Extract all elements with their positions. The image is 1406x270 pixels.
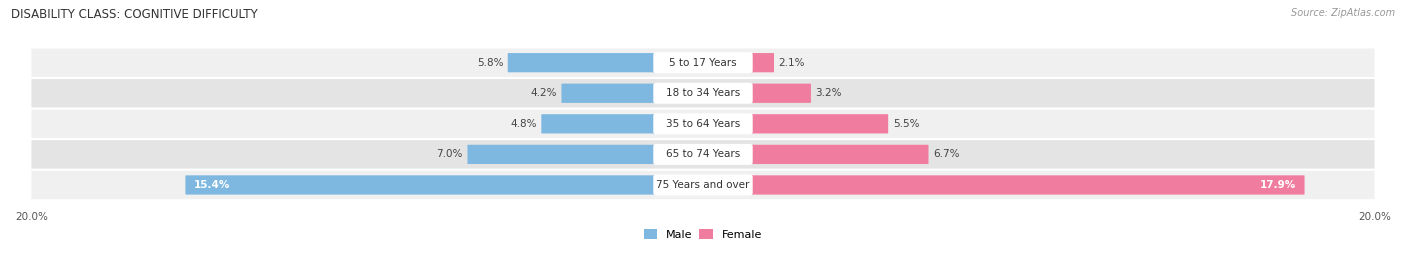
FancyBboxPatch shape bbox=[31, 140, 1375, 168]
Text: 18 to 34 Years: 18 to 34 Years bbox=[666, 88, 740, 98]
Text: 75 Years and over: 75 Years and over bbox=[657, 180, 749, 190]
Text: DISABILITY CLASS: COGNITIVE DIFFICULTY: DISABILITY CLASS: COGNITIVE DIFFICULTY bbox=[11, 8, 257, 21]
Text: 7.0%: 7.0% bbox=[436, 149, 463, 159]
FancyBboxPatch shape bbox=[703, 114, 889, 133]
FancyBboxPatch shape bbox=[467, 145, 703, 164]
FancyBboxPatch shape bbox=[508, 53, 703, 72]
Text: 65 to 74 Years: 65 to 74 Years bbox=[666, 149, 740, 159]
Text: 5.8%: 5.8% bbox=[477, 58, 503, 68]
FancyBboxPatch shape bbox=[561, 84, 703, 103]
Text: 15.4%: 15.4% bbox=[194, 180, 231, 190]
Text: 17.9%: 17.9% bbox=[1260, 180, 1296, 190]
FancyBboxPatch shape bbox=[654, 144, 752, 165]
Text: 4.2%: 4.2% bbox=[530, 88, 557, 98]
FancyBboxPatch shape bbox=[654, 52, 752, 73]
Text: 4.8%: 4.8% bbox=[510, 119, 537, 129]
FancyBboxPatch shape bbox=[703, 84, 811, 103]
FancyBboxPatch shape bbox=[31, 110, 1375, 138]
Text: 5 to 17 Years: 5 to 17 Years bbox=[669, 58, 737, 68]
FancyBboxPatch shape bbox=[31, 79, 1375, 107]
FancyBboxPatch shape bbox=[703, 53, 775, 72]
FancyBboxPatch shape bbox=[654, 113, 752, 134]
Legend: Male, Female: Male, Female bbox=[644, 229, 762, 239]
Text: 6.7%: 6.7% bbox=[934, 149, 959, 159]
Text: Source: ZipAtlas.com: Source: ZipAtlas.com bbox=[1291, 8, 1395, 18]
Text: 5.5%: 5.5% bbox=[893, 119, 920, 129]
FancyBboxPatch shape bbox=[654, 174, 752, 195]
FancyBboxPatch shape bbox=[703, 145, 928, 164]
FancyBboxPatch shape bbox=[31, 49, 1375, 77]
FancyBboxPatch shape bbox=[186, 175, 703, 195]
Text: 35 to 64 Years: 35 to 64 Years bbox=[666, 119, 740, 129]
FancyBboxPatch shape bbox=[31, 171, 1375, 199]
Text: 3.2%: 3.2% bbox=[815, 88, 842, 98]
FancyBboxPatch shape bbox=[541, 114, 703, 133]
FancyBboxPatch shape bbox=[654, 83, 752, 104]
Text: 2.1%: 2.1% bbox=[779, 58, 806, 68]
FancyBboxPatch shape bbox=[703, 175, 1305, 195]
